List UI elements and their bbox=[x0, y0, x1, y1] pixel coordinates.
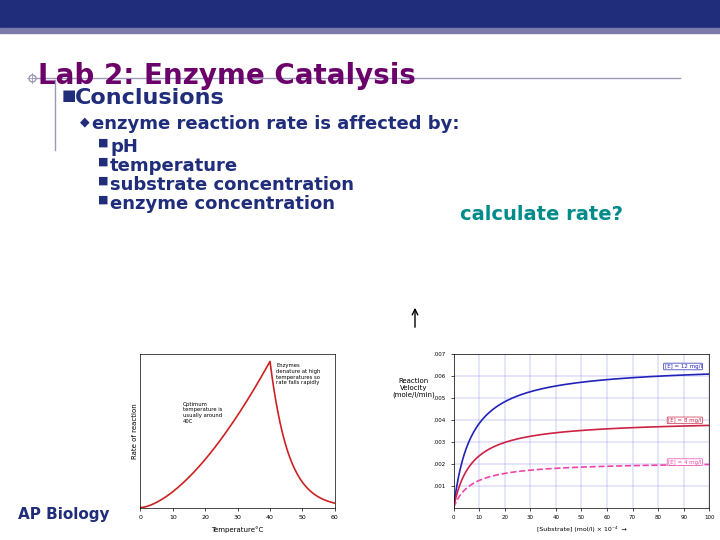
Text: Lab 2: Enzyme Catalysis: Lab 2: Enzyme Catalysis bbox=[38, 62, 416, 90]
Text: temperature: temperature bbox=[110, 157, 238, 175]
Text: ◆: ◆ bbox=[80, 115, 89, 128]
Y-axis label: Rate of reaction: Rate of reaction bbox=[132, 403, 138, 458]
Text: ■: ■ bbox=[62, 88, 76, 103]
X-axis label: Temperature°C: Temperature°C bbox=[212, 526, 264, 532]
Text: [E] = 4 mg/l: [E] = 4 mg/l bbox=[668, 460, 701, 464]
Text: Enzymes
denature at high
temperatures so
rate falls rapidly: Enzymes denature at high temperatures so… bbox=[276, 363, 321, 386]
Text: calculate rate?: calculate rate? bbox=[460, 205, 623, 224]
Text: AP Biology: AP Biology bbox=[18, 507, 109, 522]
Text: ■: ■ bbox=[98, 157, 109, 167]
Text: Optimum
temperature is
usually around
40C: Optimum temperature is usually around 40… bbox=[183, 402, 222, 424]
Bar bbox=[0, 28, 720, 33]
Text: ■: ■ bbox=[98, 138, 109, 148]
Text: pH: pH bbox=[110, 138, 138, 156]
Text: [E] = 12 mg/l: [E] = 12 mg/l bbox=[665, 364, 701, 369]
Text: Conclusions: Conclusions bbox=[75, 88, 225, 108]
Text: Reaction
Velocity
(mole/l/min): Reaction Velocity (mole/l/min) bbox=[392, 378, 436, 399]
Text: enzyme reaction rate is affected by:: enzyme reaction rate is affected by: bbox=[92, 115, 459, 133]
Bar bbox=[0, 0, 720, 28]
X-axis label: [Substrate] (mol/l) × 10⁻⁴  →: [Substrate] (mol/l) × 10⁻⁴ → bbox=[536, 526, 626, 532]
Text: substrate concentration: substrate concentration bbox=[110, 176, 354, 194]
Text: ■: ■ bbox=[98, 195, 109, 205]
Text: [E] = 8 mg/l: [E] = 8 mg/l bbox=[668, 418, 701, 423]
Text: enzyme concentration: enzyme concentration bbox=[110, 195, 335, 213]
Text: ■: ■ bbox=[98, 176, 109, 186]
